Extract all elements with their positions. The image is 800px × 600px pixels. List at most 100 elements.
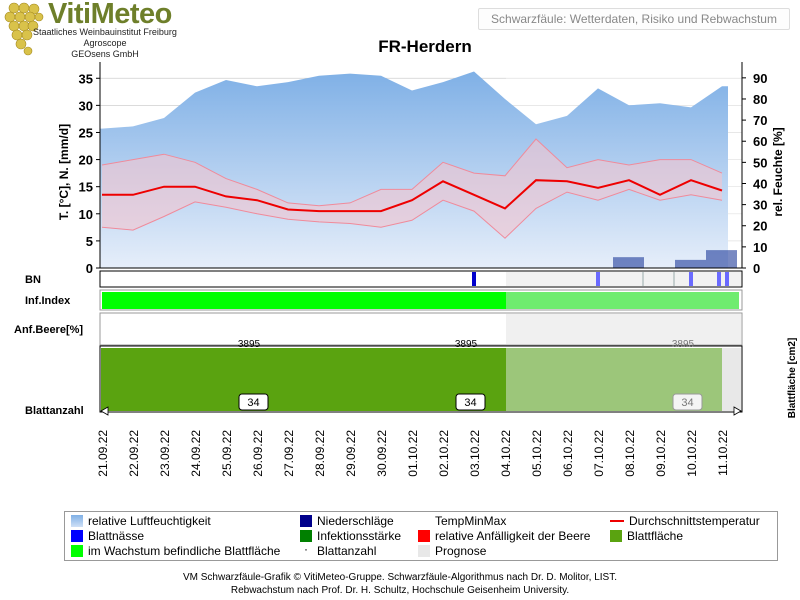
date-tick-label: 08.10.22 [623,430,637,477]
panel-frames [99,62,743,269]
legend-label: Prognose [435,544,487,558]
leaf-area-label: 3895 [455,339,478,350]
y-left-tick-label: 5 [86,234,93,249]
legend-label: relative Luftfeuchtigkeit [88,514,211,528]
leaf-area-forecast-tail [722,348,741,411]
temp-min-line [101,188,723,239]
y-right-axis-label: rel. Feuchte [%] [771,127,785,216]
date-tick-label: 21.09.22 [96,430,110,477]
header-subtitle: Schwarzfäule: Wetterdaten, Risiko und Re… [478,8,790,30]
legend-swatch-infection [300,530,312,542]
y-right-tick-label: 40 [753,176,767,191]
y-right-tick-label: 60 [753,134,767,149]
legend-label: Blattanzahl [317,544,377,558]
leaf-wetness-mark [689,272,693,286]
temperature-band [101,138,723,239]
date-tick-label: 02.10.22 [437,430,451,477]
y-left-tick-label: 30 [79,98,93,113]
legend-swatch-forecast [418,545,430,557]
y-right-tick-label: 90 [753,71,767,86]
date-tick-label: 30.09.22 [375,430,389,477]
y-left-tick-label: 0 [86,261,93,276]
legend-swatch-precip [300,515,312,527]
legend-swatch-leafarea [610,530,622,542]
legend-label: Blattnässe [88,529,145,543]
y-left-tick-label: 10 [79,207,93,222]
date-tick-label: 06.10.22 [561,430,575,477]
date-tick-label: 26.09.22 [251,430,265,477]
footer-copyright: VM Schwarzfäule-Grafik © VitiMeteo-Grupp… [182,572,617,583]
legend-swatch-leafcount: · [304,542,308,556]
precipitation-bars [613,250,737,268]
lower-panels: 3895 3895 3895 34 34 34 [99,270,743,416]
y-right-tick-label: 0 [753,261,760,276]
legend-swatch-leafwetness [71,530,83,542]
y-right-tick-label: 20 [753,219,767,234]
legend-label: Niederschläge [317,514,394,528]
legend-swatch-susceptibility [418,530,430,542]
date-tick-label: 03.10.22 [468,430,482,477]
bn-label: BN [25,274,41,286]
legend: relative Luftfeuchtigkeit Niederschläge … [64,511,778,561]
axes: 0 5 10 15 20 25 30 35 0 10 20 30 40 50 60 70 80 90 [79,71,768,276]
date-tick-label: 22.09.22 [127,430,141,477]
y-left-tick-label: 15 [79,180,93,195]
date-tick-label: 05.10.22 [530,430,544,477]
date-tick-label: 23.09.22 [158,430,172,477]
logo-institute-2: Agroscope [83,38,127,48]
precip-bar [613,257,644,268]
y-right-tick-label: 10 [753,240,767,255]
date-tick-label: 27.09.22 [282,430,296,477]
logo-institute-3: GEOsens GmbH [71,49,139,59]
blattflaeche-axis-label: Blattfläche [cm2] [787,338,798,419]
footer-credit: Rebwachstum nach Prof. Dr. H. Schultz, H… [230,585,570,596]
legend-swatch-humidity [71,515,83,527]
scroll-right-arrow-icon [733,406,742,416]
bn-forecast-shade [506,272,741,286]
date-tick-label: 04.10.22 [499,430,513,477]
date-tick-label: 01.10.22 [406,430,420,477]
leaf-count-box [672,393,703,411]
leaf-wetness-mark [717,272,721,286]
leaf-count-label: 34 [464,397,476,409]
y-left-tick-label: 25 [79,125,93,140]
date-tick-label: 25.09.22 [220,430,234,477]
precip-bar [706,250,737,268]
leaf-wetness-mark [725,272,729,286]
legend-label: im Wachstum befindliche Blattfläche [88,544,281,558]
y-right-tick-label: 30 [753,198,767,213]
leaf-count-label: 34 [247,397,259,409]
date-tick-label: 09.10.22 [654,430,668,477]
logo-title: VitiMeteo [48,0,172,30]
y-left-tick-label: 35 [79,71,93,86]
y-left-tick-label: 20 [79,153,93,168]
grape-logo-icon [4,2,44,56]
scroll-left-arrow-icon [100,406,109,416]
legend-swatch-tempminmax [418,515,430,527]
date-tick-label: 28.09.22 [313,430,327,477]
chart-title: FR-Herdern [378,37,472,56]
inf-index-bar [102,292,506,309]
leaf-area-label: 3895 [672,339,695,350]
legend-label: relative Anfälligkeit der Beere [435,529,591,543]
leaf-count-label: 34 [681,397,693,409]
leaf-area-label: 3895 [238,339,261,350]
blattanzahl-label: Blattanzahl [25,405,84,417]
inf-index-forecast-bar [506,292,739,309]
temp-max-line [101,138,723,207]
y-left-axis-label: T. [°C], N. [mm/d] [57,124,71,220]
leaf-wetness-mark [596,272,600,286]
legend-label: Durchschnittstemperatur [629,514,760,528]
inf-index-label: Inf.Index [25,295,71,307]
date-tick-label: 10.10.22 [685,430,699,477]
legend-label: TempMinMax [435,514,507,528]
humidity-area [100,71,728,268]
legend-label: Blattfläche [627,529,684,543]
legend-swatch-growing-leaf [71,545,83,557]
leaf-count-box [455,393,486,411]
date-tick-label: 24.09.22 [189,430,203,477]
precip-bar [675,259,706,268]
date-tick-label: 29.09.22 [344,430,358,477]
y-right-tick-label: 70 [753,113,767,128]
y-right-tick-label: 80 [753,92,767,107]
